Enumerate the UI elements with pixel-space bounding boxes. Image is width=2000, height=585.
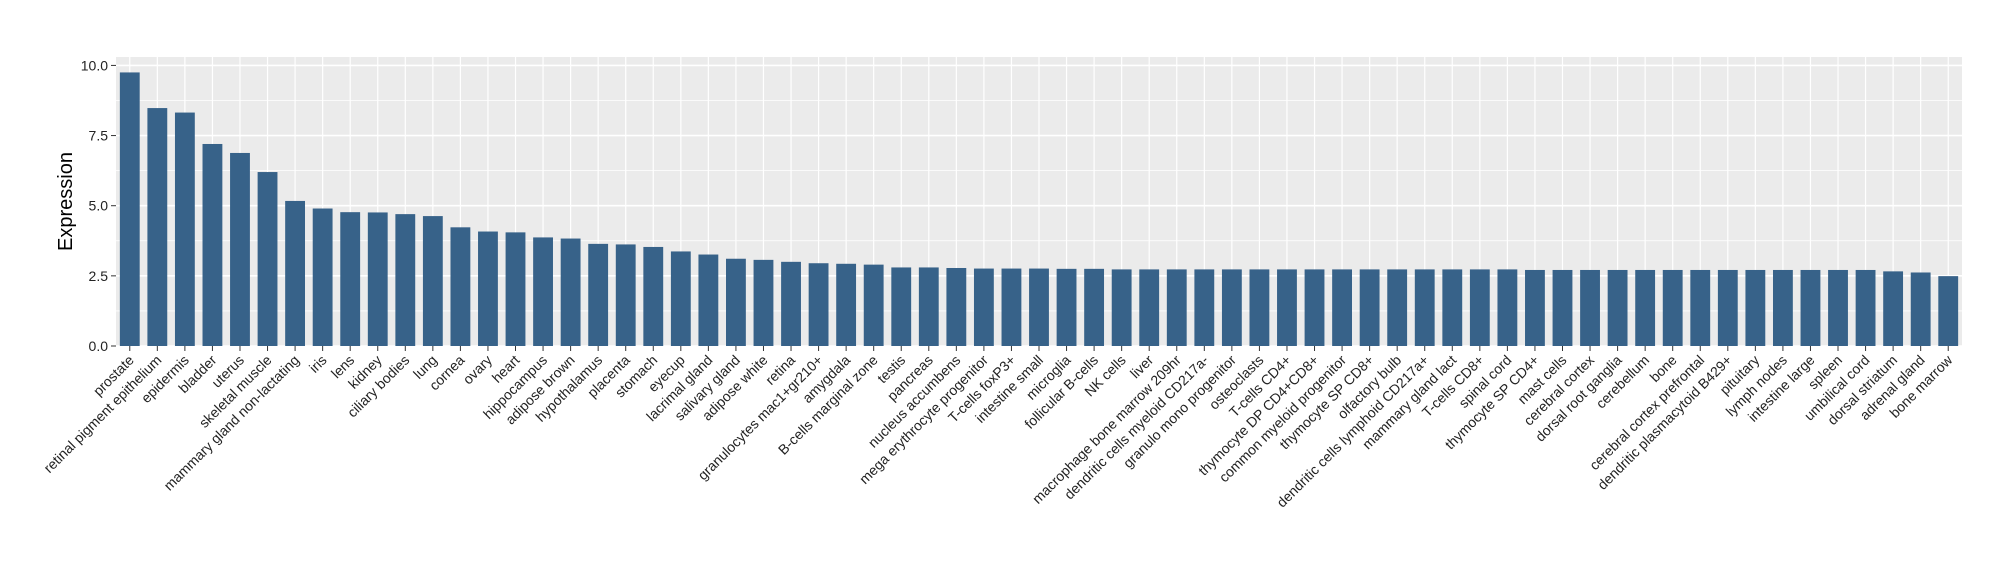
bar (973, 268, 994, 346)
bar (1387, 269, 1408, 346)
y-tick-label: 7.5 (89, 128, 109, 144)
bar (1359, 269, 1380, 346)
bar (1469, 269, 1490, 346)
bar (340, 212, 361, 346)
bar (395, 214, 416, 346)
bar (836, 263, 857, 346)
bar (615, 244, 636, 346)
bar (312, 208, 333, 346)
x-tick-label: ovary (460, 352, 496, 388)
bar (1277, 269, 1297, 346)
bar (1690, 269, 1711, 346)
bar (1304, 269, 1325, 346)
bar (1828, 269, 1848, 346)
bar (698, 254, 719, 346)
bar (1745, 269, 1766, 346)
y-tick-label: 5.0 (89, 198, 109, 214)
bar (119, 72, 140, 346)
bar (808, 263, 829, 346)
bar (147, 108, 168, 347)
bar (1855, 269, 1876, 346)
bar (1772, 269, 1793, 346)
bar (1883, 271, 1904, 346)
x-tick-label: retinal pigment epithelium (40, 352, 164, 476)
bar (1662, 269, 1683, 346)
bar (1635, 269, 1656, 346)
y-tick-label: 2.5 (89, 268, 109, 284)
bar (1910, 272, 1931, 346)
bar (1001, 268, 1022, 346)
bar (1084, 268, 1105, 346)
bar (1580, 269, 1600, 346)
bar (1938, 276, 1959, 346)
bar (1552, 269, 1573, 346)
bar (918, 267, 939, 346)
bar (533, 237, 553, 346)
bar (505, 232, 526, 346)
bar (422, 216, 443, 346)
bar (1139, 269, 1160, 346)
bar (1414, 269, 1435, 346)
bar (1221, 269, 1242, 346)
y-axis: 0.0 2.5 5.0 7.5 10.0 (81, 57, 116, 354)
bar (643, 246, 664, 346)
bar (891, 267, 912, 346)
y-tick-label: 10.0 (81, 57, 108, 73)
bar (1800, 269, 1821, 346)
bar (670, 251, 691, 346)
bar (1166, 269, 1187, 346)
bar (1717, 269, 1738, 346)
x-tick-label: iris (306, 352, 330, 376)
bar (588, 243, 609, 346)
bar (781, 261, 801, 346)
bar (478, 231, 498, 346)
bar (946, 267, 967, 346)
bars (119, 72, 1959, 347)
bar (1249, 269, 1270, 346)
bar (560, 238, 581, 346)
bar (1194, 269, 1215, 346)
bar (1497, 269, 1518, 346)
y-axis-title: Expression (55, 152, 77, 251)
bar (726, 258, 746, 346)
bar (367, 212, 388, 346)
bar (1525, 269, 1545, 346)
bar (753, 259, 774, 346)
bar (450, 227, 471, 346)
bar (174, 112, 195, 347)
bar (1332, 269, 1352, 346)
bar (285, 200, 306, 346)
bar (1029, 268, 1049, 346)
bar (1056, 268, 1077, 346)
bar (202, 143, 223, 346)
bar (863, 264, 884, 346)
bar (1111, 269, 1132, 346)
bar (1442, 269, 1463, 346)
bar (1607, 269, 1628, 346)
bar (230, 152, 250, 346)
y-tick-label: 0.0 (89, 338, 109, 354)
bar (257, 172, 278, 346)
